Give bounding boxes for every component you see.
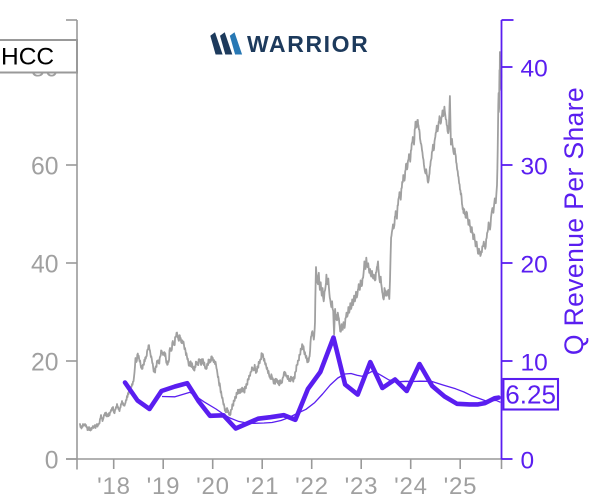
svg-text:60: 60 bbox=[31, 154, 58, 181]
svg-text:40: 40 bbox=[521, 56, 548, 83]
svg-text:WARRIOR: WARRIOR bbox=[247, 31, 369, 57]
svg-text:'23: '23 bbox=[345, 473, 379, 500]
svg-text:'24: '24 bbox=[394, 473, 428, 500]
svg-text:Q Revenue Per Share: Q Revenue Per Share bbox=[559, 87, 589, 355]
svg-text:'25: '25 bbox=[444, 473, 478, 500]
svg-text:20: 20 bbox=[521, 252, 548, 279]
svg-text:'22: '22 bbox=[295, 473, 329, 500]
svg-text:HCC: HCC bbox=[1, 43, 54, 70]
svg-text:40: 40 bbox=[31, 252, 58, 279]
svg-text:10: 10 bbox=[521, 350, 548, 377]
svg-text:6.25: 6.25 bbox=[505, 380, 556, 410]
svg-text:'19: '19 bbox=[147, 473, 181, 500]
svg-text:'21: '21 bbox=[246, 473, 280, 500]
svg-text:20: 20 bbox=[31, 350, 58, 377]
svg-text:'20: '20 bbox=[196, 473, 230, 500]
svg-text:'18: '18 bbox=[97, 473, 131, 500]
svg-text:0: 0 bbox=[45, 448, 59, 475]
svg-text:30: 30 bbox=[521, 154, 548, 181]
svg-text:0: 0 bbox=[521, 448, 535, 475]
